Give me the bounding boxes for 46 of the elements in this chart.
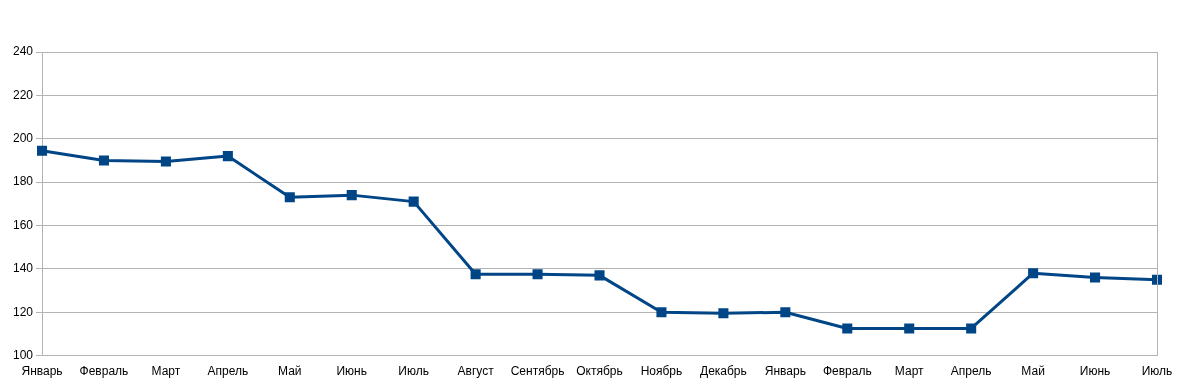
point — [470, 269, 481, 280]
y-tick-label: 200 — [12, 131, 34, 146]
x-tick-label: Февраль — [79, 364, 129, 379]
x-tick-label: Июль — [398, 364, 429, 379]
y-tick-label: 100 — [12, 347, 34, 362]
x-tick-label: Февраль — [822, 364, 872, 379]
point — [160, 156, 171, 167]
x-tick-label: Апрель — [950, 364, 992, 379]
y-tick-label: 240 — [12, 44, 34, 59]
point — [594, 270, 605, 281]
point — [656, 307, 667, 318]
x-tick-label: Август — [457, 364, 495, 379]
x-tick-label: Ноябрь — [640, 364, 683, 379]
point — [842, 323, 853, 334]
point — [532, 269, 543, 280]
x-tick-label: Октябрь — [576, 364, 623, 379]
point — [346, 190, 357, 201]
x-tick-label: Апрель — [207, 364, 249, 379]
y-tick-label: 180 — [12, 174, 34, 189]
y-tick-label: 220 — [12, 87, 34, 102]
point — [284, 192, 295, 203]
point — [904, 323, 915, 334]
x-tick-label: Май — [1021, 364, 1045, 379]
x-tick-label: Январь — [21, 364, 63, 379]
x-tick-label: Июнь — [1079, 364, 1111, 379]
x-tick-label: Июль — [1141, 364, 1173, 379]
point — [408, 196, 419, 207]
y-tick-label: 140 — [12, 261, 34, 276]
x-tick-label: Декабрь — [700, 364, 747, 379]
y-tick-label: 120 — [12, 304, 34, 319]
x-tick-label: Март — [151, 364, 181, 379]
x-tick-label: Март — [894, 364, 925, 379]
point — [36, 145, 48, 156]
x-tick-label: Июнь — [336, 364, 367, 379]
point — [966, 323, 977, 334]
y-tick-label: 160 — [12, 217, 34, 232]
point — [222, 151, 233, 162]
x-tick-label: Сентябрь — [510, 364, 565, 379]
point — [1151, 274, 1163, 285]
point — [1028, 268, 1039, 279]
point — [780, 307, 791, 318]
point — [718, 308, 729, 319]
point — [98, 155, 109, 166]
point — [1090, 272, 1101, 283]
x-tick-label: Январь — [764, 364, 806, 379]
x-tick-label: Май — [278, 364, 302, 379]
